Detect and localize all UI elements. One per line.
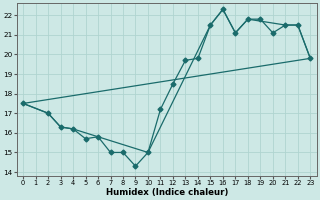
X-axis label: Humidex (Indice chaleur): Humidex (Indice chaleur): [106, 188, 228, 197]
